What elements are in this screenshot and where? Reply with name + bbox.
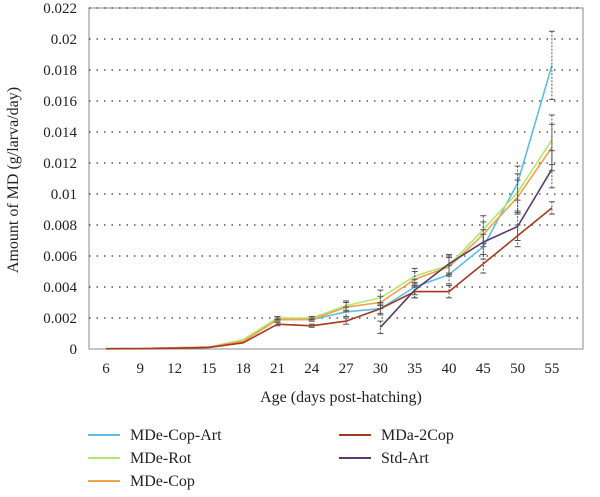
series-line-mde-cop-art [105, 65, 553, 350]
x-tick-label: 18 [236, 361, 251, 377]
x-tick-label: 6 [102, 361, 110, 377]
plot-area [88, 7, 584, 350]
legend-label: Std-Art [381, 450, 430, 467]
x-tick-label: 30 [373, 361, 388, 377]
legend-label: MDe-Rot [130, 450, 192, 467]
x-tick-label: 9 [137, 361, 145, 377]
x-tick-label: 24 [304, 361, 320, 377]
x-tick-label: 45 [476, 361, 491, 377]
y-tick-label: 0.01 [51, 187, 77, 203]
y-tick-label: 0.008 [43, 218, 77, 234]
y-tick-label: 0.02 [51, 32, 77, 48]
legend: MDe-Cop-Art MDe-Rot MDe-Cop MDa-2Cop Std-Art [88, 427, 454, 490]
x-axis-ticks: 6 9 12 15 18 21 24 27 30 35 40 45 50 55 [102, 361, 559, 377]
x-tick-label: 55 [544, 361, 559, 377]
y-tick-label: 0.022 [43, 1, 77, 17]
x-tick-label: 15 [201, 361, 216, 377]
error-bars [274, 30, 555, 334]
series-line-std-art [379, 168, 553, 328]
y-axis-ticks: 0 0.002 0.004 0.006 0.008 0.01 0.012 0.014 0.016… [43, 1, 77, 358]
series-group [105, 65, 553, 350]
x-axis-title: Age (days post-hatching) [260, 389, 422, 406]
x-tick-label: 40 [442, 361, 457, 377]
y-tick-label: 0.012 [43, 156, 77, 172]
x-tick-label: 21 [270, 361, 285, 377]
y-tick-label: 0.004 [43, 280, 77, 296]
y-tick-label: 0.014 [43, 125, 77, 141]
y-tick-label: 0 [70, 342, 78, 358]
legend-label: MDe-Cop [130, 473, 195, 490]
x-tick-label: 27 [339, 361, 355, 377]
y-tick-label: 0.016 [43, 94, 77, 110]
gridlines [89, 7, 583, 319]
x-tick-label: 50 [510, 361, 525, 377]
legend-label: MDe-Cop-Art [130, 427, 222, 444]
x-tick-label: 12 [167, 361, 182, 377]
y-axis-title: Amount of MD (g/larva/day) [5, 87, 22, 273]
series-line-mda-2cop [105, 207, 553, 350]
legend-label: MDa-2Cop [381, 427, 454, 444]
y-tick-label: 0.018 [43, 63, 77, 79]
plot-border [88, 7, 584, 350]
y-tick-label: 0.002 [43, 311, 77, 327]
y-tick-label: 0.006 [43, 249, 77, 265]
x-tick-label: 35 [407, 361, 422, 377]
